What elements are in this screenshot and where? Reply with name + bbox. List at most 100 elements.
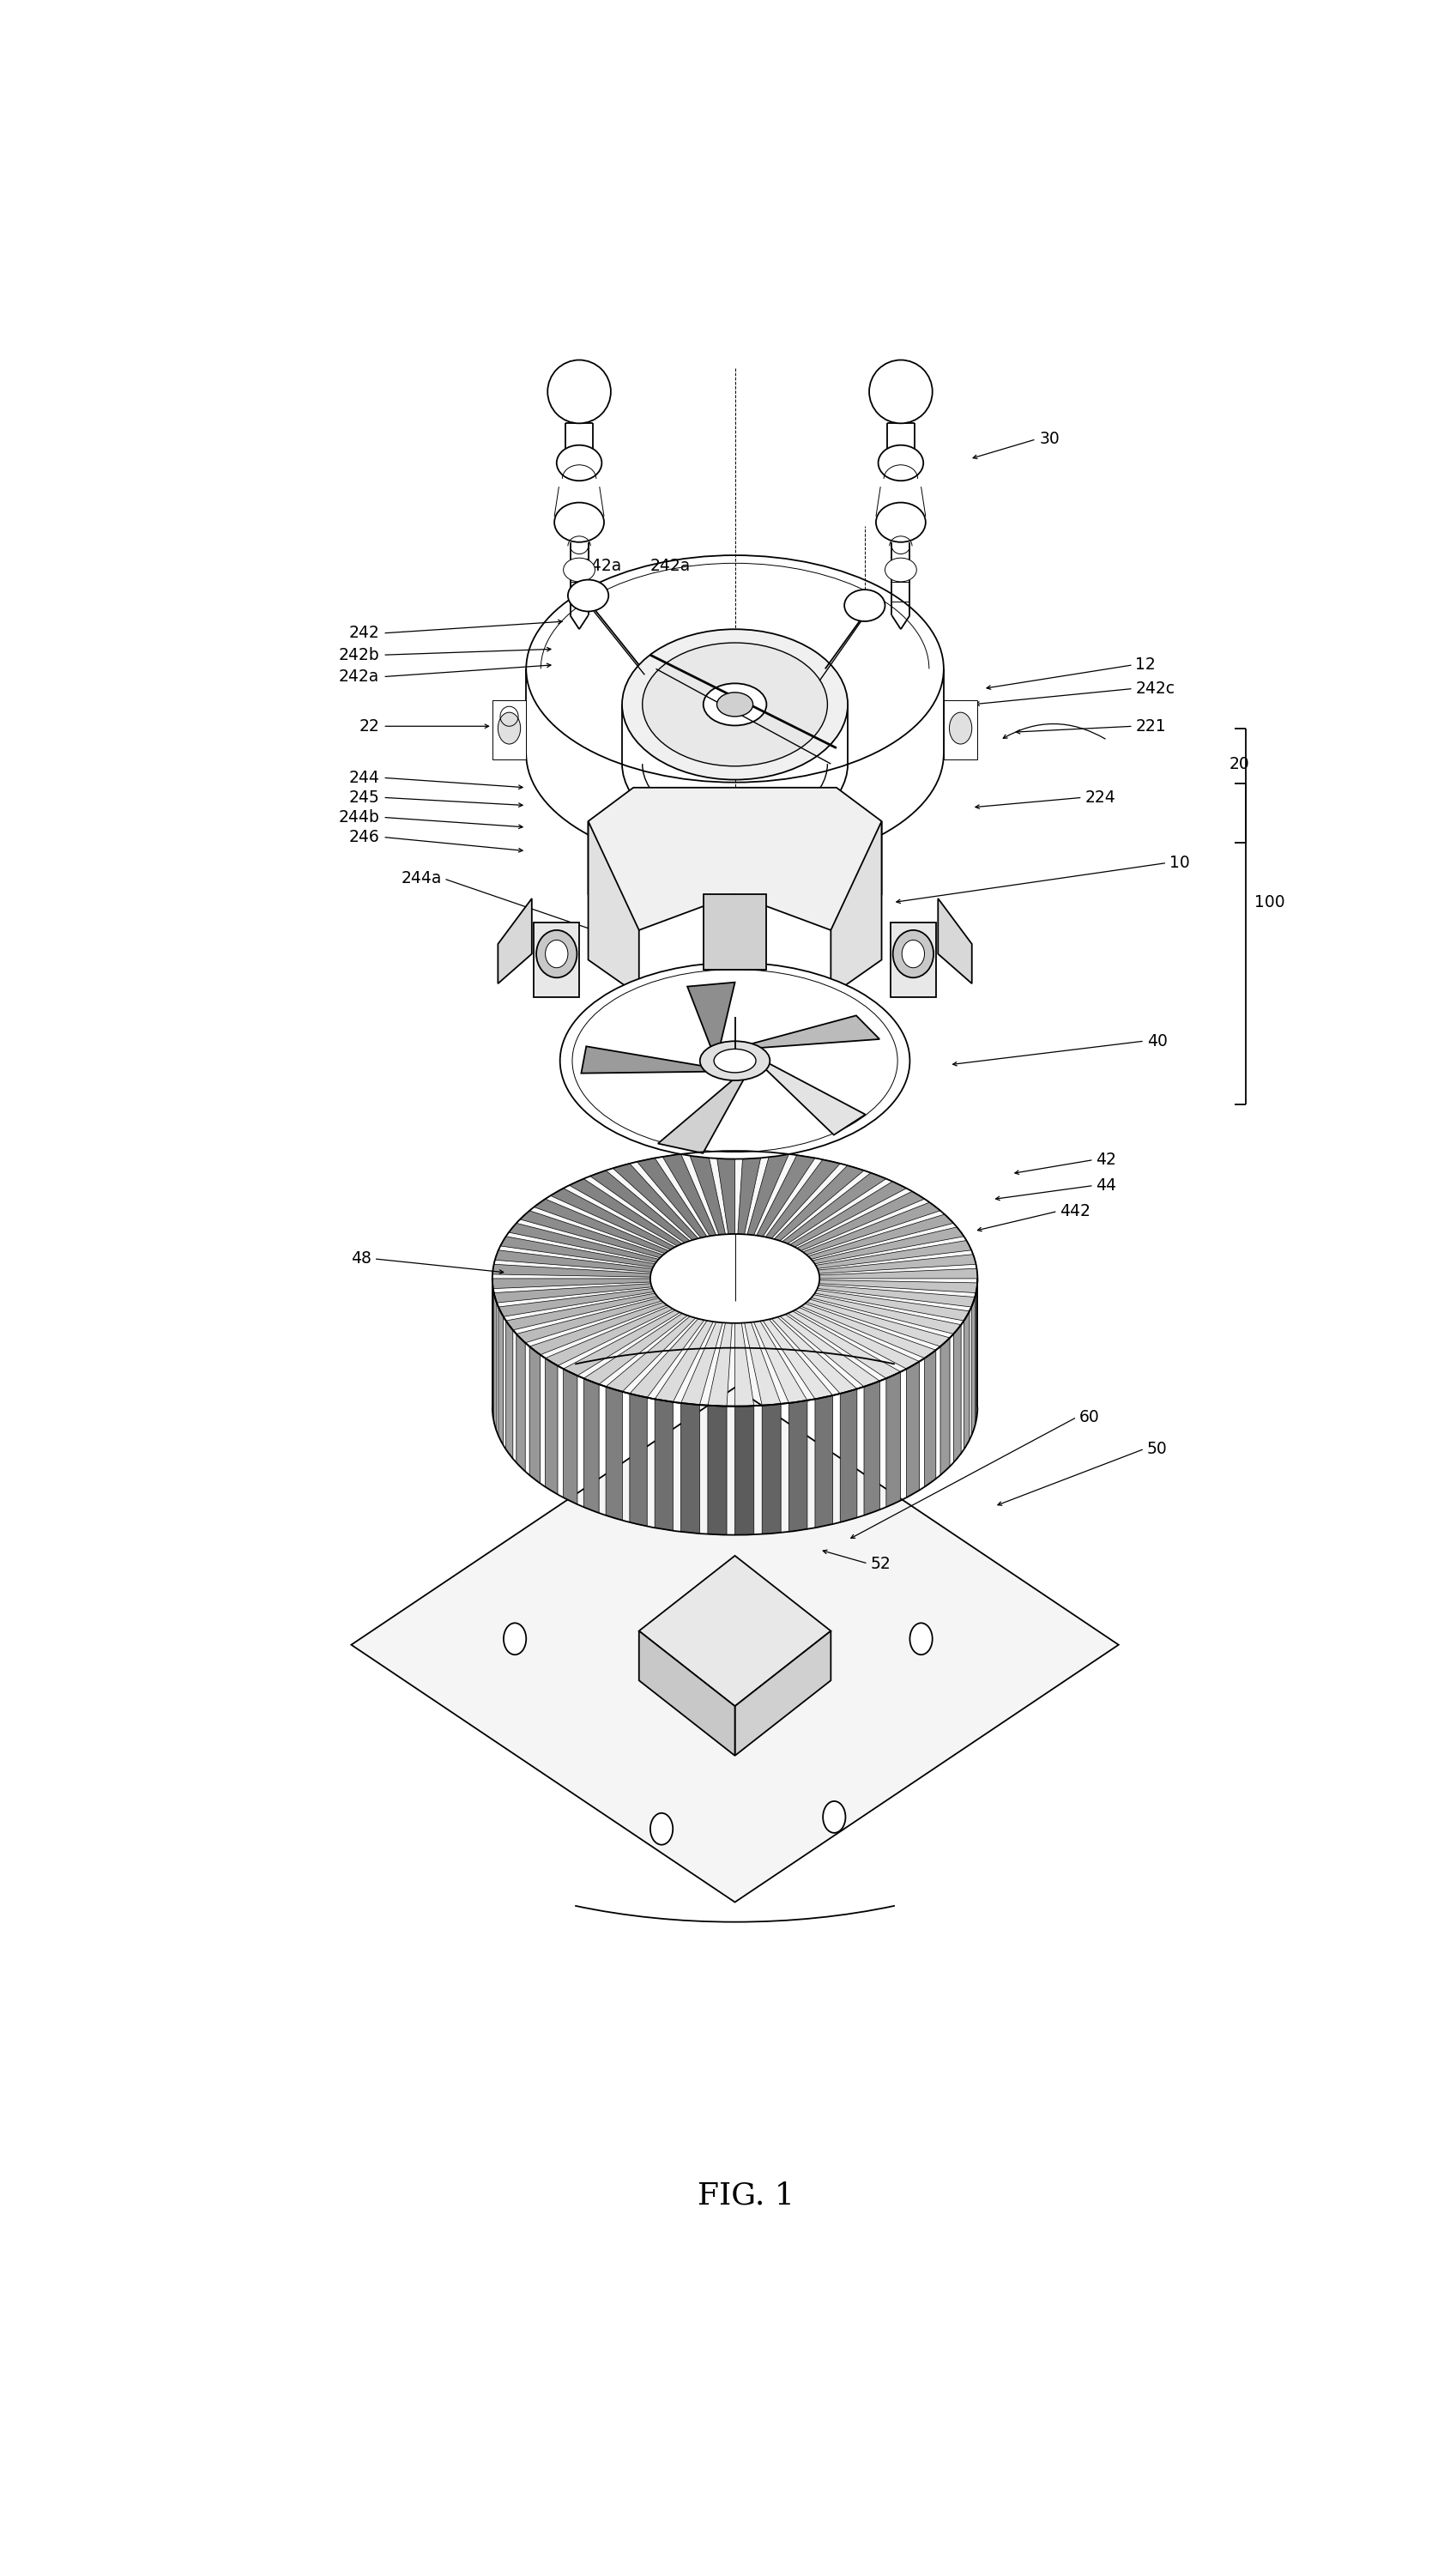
Polygon shape bbox=[840, 1388, 858, 1522]
Polygon shape bbox=[796, 1190, 925, 1250]
Text: 246: 246 bbox=[349, 828, 380, 846]
Polygon shape bbox=[754, 1321, 807, 1404]
Polygon shape bbox=[492, 1278, 651, 1288]
Polygon shape bbox=[494, 1293, 496, 1432]
Polygon shape bbox=[662, 1154, 716, 1237]
Polygon shape bbox=[581, 1046, 719, 1072]
Polygon shape bbox=[943, 699, 977, 761]
Polygon shape bbox=[563, 1368, 578, 1504]
Polygon shape bbox=[811, 1296, 961, 1334]
Polygon shape bbox=[789, 1401, 807, 1532]
Polygon shape bbox=[498, 1288, 654, 1316]
Polygon shape bbox=[766, 1160, 840, 1239]
Text: 48: 48 bbox=[351, 1250, 371, 1268]
Polygon shape bbox=[815, 1396, 833, 1527]
Polygon shape bbox=[863, 1381, 879, 1514]
Polygon shape bbox=[812, 1226, 964, 1265]
Polygon shape bbox=[501, 1237, 655, 1268]
Polygon shape bbox=[780, 1314, 879, 1386]
Polygon shape bbox=[744, 1321, 780, 1406]
Ellipse shape bbox=[869, 360, 932, 424]
Ellipse shape bbox=[713, 1049, 756, 1072]
Polygon shape bbox=[505, 1321, 513, 1458]
Text: 50: 50 bbox=[1147, 1440, 1168, 1458]
Polygon shape bbox=[534, 923, 579, 998]
Polygon shape bbox=[530, 1303, 667, 1355]
Polygon shape bbox=[775, 1165, 863, 1242]
Polygon shape bbox=[492, 699, 526, 761]
Polygon shape bbox=[817, 1286, 976, 1306]
Text: 224: 224 bbox=[1085, 789, 1115, 805]
Polygon shape bbox=[588, 787, 882, 931]
Ellipse shape bbox=[716, 692, 753, 717]
Polygon shape bbox=[964, 1311, 970, 1450]
Polygon shape bbox=[740, 1016, 879, 1049]
Text: 244b: 244b bbox=[338, 810, 380, 825]
Polygon shape bbox=[735, 1406, 754, 1535]
Polygon shape bbox=[687, 982, 735, 1054]
Polygon shape bbox=[738, 1152, 761, 1234]
Ellipse shape bbox=[546, 941, 568, 967]
Polygon shape bbox=[569, 1178, 683, 1247]
Polygon shape bbox=[534, 1198, 668, 1255]
Polygon shape bbox=[807, 1298, 949, 1347]
Text: 44: 44 bbox=[1096, 1178, 1117, 1193]
Ellipse shape bbox=[949, 712, 973, 743]
Text: 52: 52 bbox=[871, 1555, 891, 1571]
Polygon shape bbox=[689, 1152, 725, 1234]
Polygon shape bbox=[772, 1316, 858, 1393]
Polygon shape bbox=[938, 897, 973, 985]
Ellipse shape bbox=[504, 1622, 526, 1656]
Polygon shape bbox=[498, 897, 531, 985]
Polygon shape bbox=[815, 1239, 971, 1268]
Polygon shape bbox=[971, 1298, 976, 1435]
Text: 40: 40 bbox=[1147, 1034, 1168, 1049]
Polygon shape bbox=[941, 1337, 949, 1476]
Polygon shape bbox=[815, 1291, 970, 1321]
Ellipse shape bbox=[547, 360, 610, 424]
Ellipse shape bbox=[844, 589, 885, 622]
Ellipse shape bbox=[700, 1041, 770, 1080]
Ellipse shape bbox=[651, 1234, 820, 1324]
Text: FIG. 1: FIG. 1 bbox=[697, 2180, 795, 2208]
Ellipse shape bbox=[893, 931, 933, 977]
Polygon shape bbox=[763, 1319, 833, 1399]
Polygon shape bbox=[735, 1630, 831, 1756]
Polygon shape bbox=[508, 1224, 658, 1262]
Ellipse shape bbox=[563, 558, 596, 581]
Ellipse shape bbox=[877, 501, 926, 542]
Polygon shape bbox=[820, 1280, 977, 1293]
Text: 10: 10 bbox=[1169, 854, 1190, 872]
Polygon shape bbox=[716, 1152, 735, 1234]
Polygon shape bbox=[584, 1314, 687, 1383]
Polygon shape bbox=[757, 1154, 815, 1237]
Polygon shape bbox=[760, 1059, 865, 1134]
Polygon shape bbox=[629, 1393, 646, 1527]
Polygon shape bbox=[517, 1298, 662, 1342]
Ellipse shape bbox=[492, 1152, 977, 1406]
Polygon shape bbox=[708, 1406, 727, 1535]
Polygon shape bbox=[505, 1293, 658, 1329]
Ellipse shape bbox=[703, 684, 766, 725]
Polygon shape bbox=[954, 1324, 961, 1463]
Polygon shape bbox=[494, 1283, 652, 1303]
Ellipse shape bbox=[651, 1813, 673, 1846]
Polygon shape bbox=[681, 1321, 722, 1404]
Polygon shape bbox=[545, 1306, 673, 1365]
Polygon shape bbox=[351, 1388, 1118, 1903]
Text: 244: 244 bbox=[348, 769, 380, 787]
Polygon shape bbox=[530, 1347, 540, 1483]
Polygon shape bbox=[498, 1306, 504, 1445]
Polygon shape bbox=[639, 1630, 735, 1756]
Text: 244a: 244a bbox=[400, 872, 441, 887]
Ellipse shape bbox=[642, 643, 827, 766]
Ellipse shape bbox=[901, 941, 925, 967]
Text: 221: 221 bbox=[1136, 717, 1166, 735]
Polygon shape bbox=[545, 1357, 558, 1494]
Text: 242a: 242a bbox=[581, 558, 622, 573]
Polygon shape bbox=[584, 1378, 598, 1512]
Polygon shape bbox=[747, 1152, 789, 1234]
Polygon shape bbox=[550, 1188, 676, 1250]
Text: 22: 22 bbox=[360, 717, 380, 735]
Polygon shape bbox=[629, 1319, 705, 1399]
